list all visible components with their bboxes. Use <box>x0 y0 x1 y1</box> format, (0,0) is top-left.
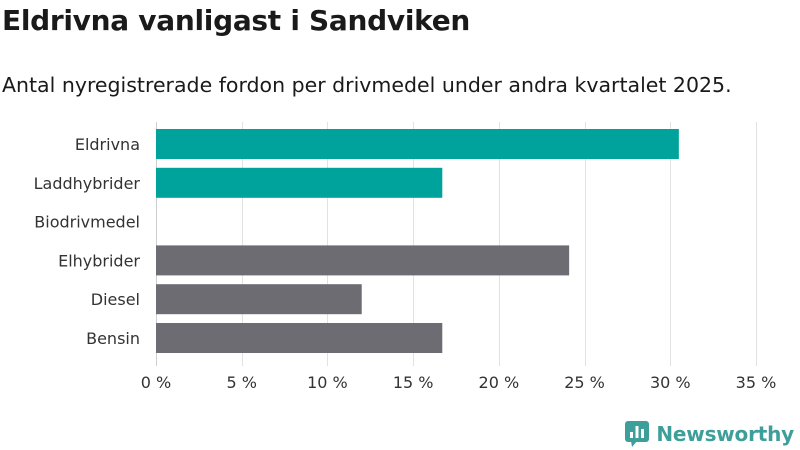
x-tick-label: 5 % <box>226 373 256 392</box>
bar-bensin <box>156 323 443 353</box>
chart-title: Eldrivna vanligast i Sandviken <box>2 4 471 37</box>
x-tick-label: 25 % <box>564 373 605 392</box>
brand-logo: Newsworthy <box>624 420 794 448</box>
category-label: Biodrivmedel <box>34 213 140 232</box>
bar-chart: Eldrivna Laddhybrider Biodrivmedel Elhybrid… <box>34 122 777 392</box>
chart-subtitle: Antal nyregistrerade fordon per drivmede… <box>2 73 732 97</box>
x-tick-label: 35 % <box>736 373 777 392</box>
category-label: Laddhybrider <box>34 174 141 193</box>
category-label: Bensin <box>86 329 140 348</box>
x-tick-label: 15 % <box>393 373 434 392</box>
x-tick-label: 0 % <box>141 373 171 392</box>
bar-laddhybrider <box>156 167 443 198</box>
x-tick-label: 10 % <box>307 373 348 392</box>
category-label: Elhybrider <box>58 251 140 270</box>
bars <box>156 129 679 353</box>
brand-name: Newsworthy <box>656 422 794 446</box>
category-label: Diesel <box>91 290 140 309</box>
category-label: Eldrivna <box>75 135 140 154</box>
x-tick-label: 20 % <box>479 373 520 392</box>
bar-eldrivna <box>156 129 679 159</box>
bar-elhybrider <box>156 245 570 276</box>
x-tick-labels: 0 % 5 % 10 % 15 % 20 % 25 % 30 % 35 % <box>141 373 777 392</box>
bar-diesel <box>156 284 362 315</box>
newsworthy-logo-icon <box>625 421 650 447</box>
category-labels: Eldrivna Laddhybrider Biodrivmedel Elhybrid… <box>34 135 141 348</box>
x-tick-label: 30 % <box>650 373 691 392</box>
